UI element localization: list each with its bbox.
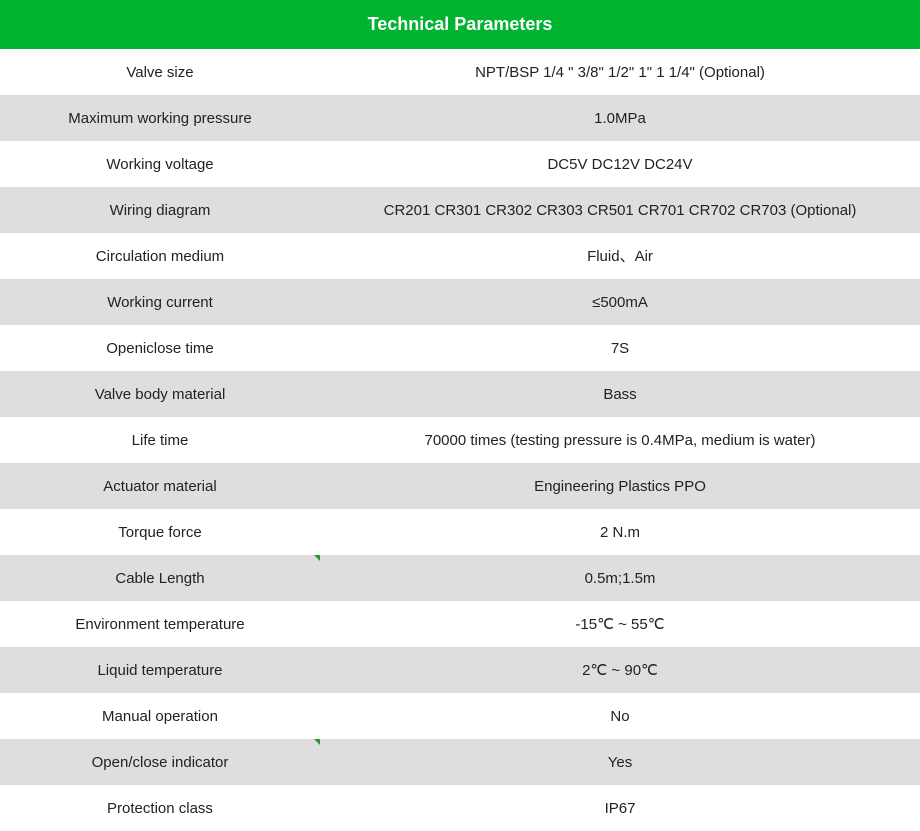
table-row: Wiring diagram CR201 CR301 CR302 CR303 C… — [0, 187, 920, 233]
param-value: 2 N.m — [320, 510, 920, 555]
technical-parameters-table: Technical Parameters Valve size NPT/BSP … — [0, 0, 920, 831]
table-row: Cable Length 0.5m;1.5m — [0, 555, 920, 601]
corner-mark-icon — [314, 739, 320, 745]
param-value: ≤500mA — [320, 280, 920, 325]
table-row: Torque force 2 N.m — [0, 509, 920, 555]
table-row: Working voltage DC5V DC12V DC24V — [0, 141, 920, 187]
table-row: Valve size NPT/BSP 1/4 " 3/8" 1/2" 1" 1 … — [0, 49, 920, 95]
param-label: Life time — [0, 420, 320, 461]
param-label: Working voltage — [0, 144, 320, 185]
param-value: -15℃ ~ 55℃ — [320, 602, 920, 647]
param-value: 1.0MPa — [320, 96, 920, 141]
table-row: Actuator material Engineering Plastics P… — [0, 463, 920, 509]
param-label: Valve body material — [0, 374, 320, 415]
param-label: Circulation medium — [0, 236, 320, 277]
param-value: NPT/BSP 1/4 " 3/8" 1/2" 1" 1 1/4" (Optio… — [320, 50, 920, 95]
param-label: Openiclose time — [0, 328, 320, 369]
param-value: Yes — [320, 740, 920, 785]
param-value: Fluid、Air — [320, 234, 920, 279]
param-label: Environment temperature — [0, 604, 320, 645]
table-row: Circulation medium Fluid、Air — [0, 233, 920, 279]
param-value: IP67 — [320, 786, 920, 831]
param-label: Cable Length — [0, 558, 320, 599]
param-value: DC5V DC12V DC24V — [320, 142, 920, 187]
param-value: 2℃ ~ 90℃ — [320, 648, 920, 693]
param-label: Valve size — [0, 52, 320, 93]
param-label: Working current — [0, 282, 320, 323]
param-value: 7S — [320, 326, 920, 371]
table-row: Liquid temperature 2℃ ~ 90℃ — [0, 647, 920, 693]
param-label: Manual operation — [0, 696, 320, 737]
table-row: Valve body material Bass — [0, 371, 920, 417]
param-value: CR201 CR301 CR302 CR303 CR501 CR701 CR70… — [320, 188, 920, 233]
table-row: Protection class IP67 — [0, 785, 920, 831]
table-row: Working current ≤500mA — [0, 279, 920, 325]
param-label: Maximum working pressure — [0, 98, 320, 139]
param-label: Wiring diagram — [0, 190, 320, 231]
table-row: Open/close indicator Yes — [0, 739, 920, 785]
table-row: Manual operation No — [0, 693, 920, 739]
table-row: Life time 70000 times (testing pressure … — [0, 417, 920, 463]
param-label: Liquid temperature — [0, 650, 320, 691]
param-value: 0.5m;1.5m — [320, 556, 920, 601]
table-row: Maximum working pressure 1.0MPa — [0, 95, 920, 141]
param-label: Actuator material — [0, 466, 320, 507]
table-row: Openiclose time 7S — [0, 325, 920, 371]
table-title: Technical Parameters — [0, 0, 920, 49]
corner-mark-icon — [314, 555, 320, 561]
table-row: Environment temperature -15℃ ~ 55℃ — [0, 601, 920, 647]
param-value: No — [320, 694, 920, 739]
param-label: Protection class — [0, 788, 320, 829]
param-value: Engineering Plastics PPO — [320, 464, 920, 509]
param-value: Bass — [320, 372, 920, 417]
param-label: Open/close indicator — [0, 742, 320, 783]
param-label: Torque force — [0, 512, 320, 553]
param-value: 70000 times (testing pressure is 0.4MPa,… — [320, 418, 920, 463]
